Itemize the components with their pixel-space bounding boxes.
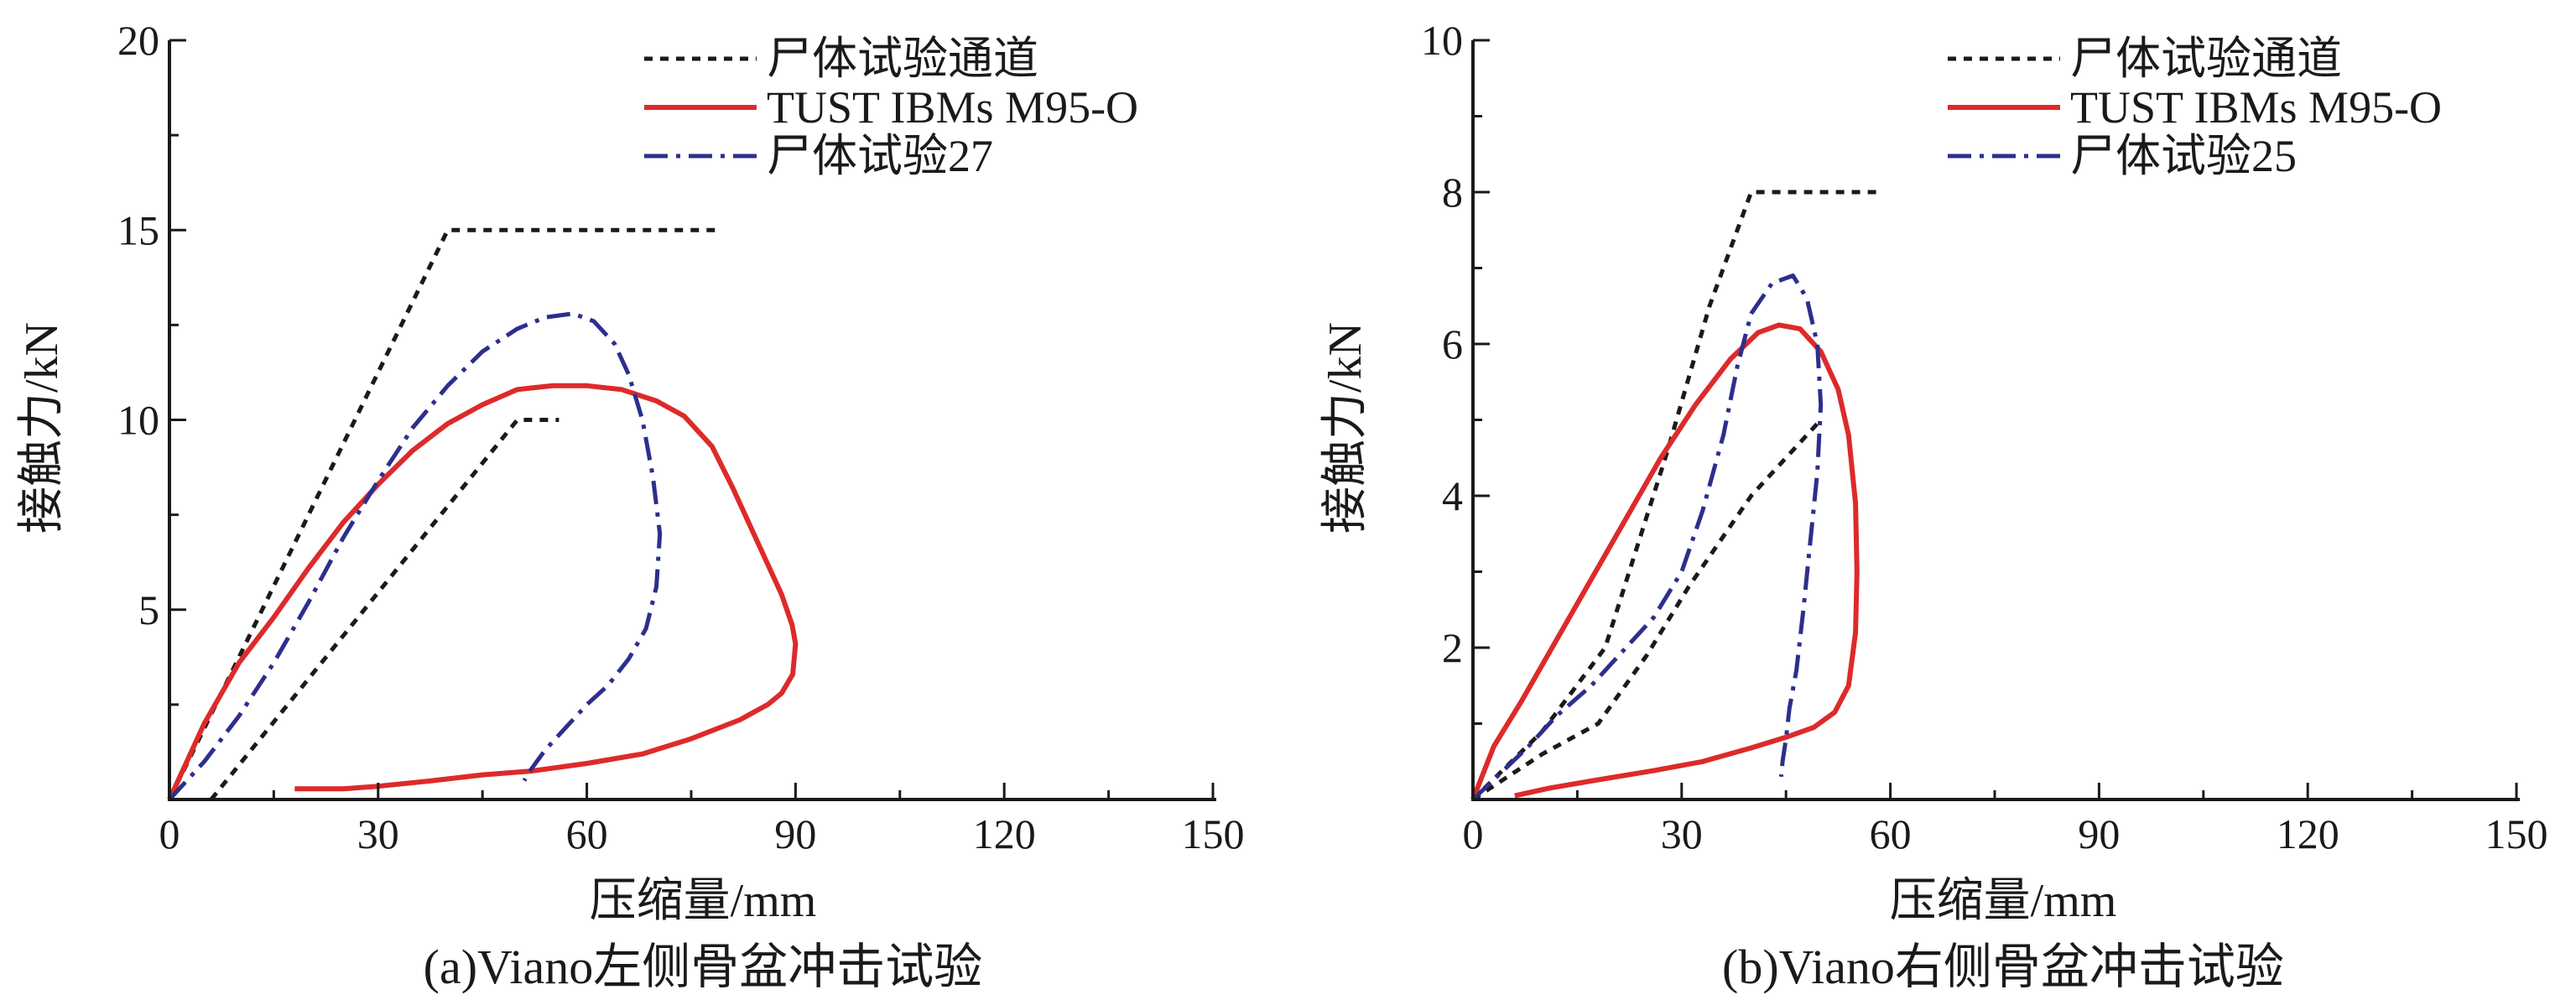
x-tick-label: 30	[357, 810, 399, 857]
y-tick-label: 5	[138, 586, 159, 633]
y-tick-label: 8	[1442, 169, 1463, 216]
x-tick-label: 60	[1870, 810, 1912, 857]
legend-label-1: 尸体试验通道	[767, 34, 1038, 84]
legend-label-3: 尸体试验27	[767, 131, 993, 181]
ticks-right: 0 30 60 90 120 150 2 4 6 8 10	[1421, 17, 2548, 857]
y-tick-label: 20	[117, 17, 159, 64]
series-line-1-part-2	[1471, 418, 1823, 802]
x-tick-label: 150	[2485, 810, 2548, 857]
ticks-left: 0 30 60 90 120 150 5 10 15 20	[117, 17, 1245, 857]
y-tick-label: 15	[117, 206, 159, 253]
y-tick-label: 2	[1442, 624, 1463, 671]
series-line-1-part-1	[1471, 190, 1884, 801]
x-tick-label: 60	[566, 810, 608, 857]
series-line-3	[1471, 273, 1824, 801]
y-tick-label: 10	[117, 397, 159, 444]
legend-label-3: 尸体试验25	[2070, 131, 2297, 181]
x-tick-label: 150	[1182, 810, 1245, 857]
legend-label-1: 尸体试验通道	[2070, 34, 2342, 84]
x-tick-label: 90	[774, 810, 816, 857]
series-line-1-part-1	[167, 227, 720, 801]
y-tick-label: 4	[1442, 472, 1463, 519]
x-tick-label: 120	[2277, 810, 2339, 857]
y-axis-title-left: 接触力/kN	[16, 322, 68, 534]
plot-lines-left	[167, 227, 799, 801]
series-line-2	[1470, 322, 1860, 801]
x-axis-title-left: 压缩量/mm	[590, 875, 817, 927]
legend-label-2: TUST IBMs M95-O	[767, 82, 1138, 133]
caption-right: (b)Viano右侧骨盆冲击试验	[1722, 940, 2284, 994]
y-tick-label: 6	[1442, 320, 1463, 367]
x-tick-label: 120	[973, 810, 1036, 857]
x-tick-label: 0	[159, 810, 180, 857]
caption-left: (a)Viano左侧骨盆冲击试验	[424, 940, 983, 994]
chart-right: 0 30 60 90 120 150 2 4 6 8 10 压缩量/mm 接触力/kN 尸体试验通道…	[1319, 17, 2548, 994]
x-axis-title-right: 压缩量/mm	[1890, 875, 2117, 927]
plot-lines-right	[1470, 190, 1884, 802]
y-tick-label: 10	[1421, 17, 1463, 64]
chart-left: 0 30 60 90 120 150 5 10 15 20 压缩量/mm 接触力/kN 尸体试验通…	[16, 17, 1245, 994]
x-tick-label: 0	[1463, 810, 1484, 857]
x-tick-label: 30	[1661, 810, 1703, 857]
series-line-3	[168, 311, 663, 801]
x-tick-label: 90	[2078, 810, 2120, 857]
y-axis-title-right: 接触力/kN	[1319, 322, 1371, 534]
legend-label-2: TUST IBMs M95-O	[2070, 82, 2442, 133]
